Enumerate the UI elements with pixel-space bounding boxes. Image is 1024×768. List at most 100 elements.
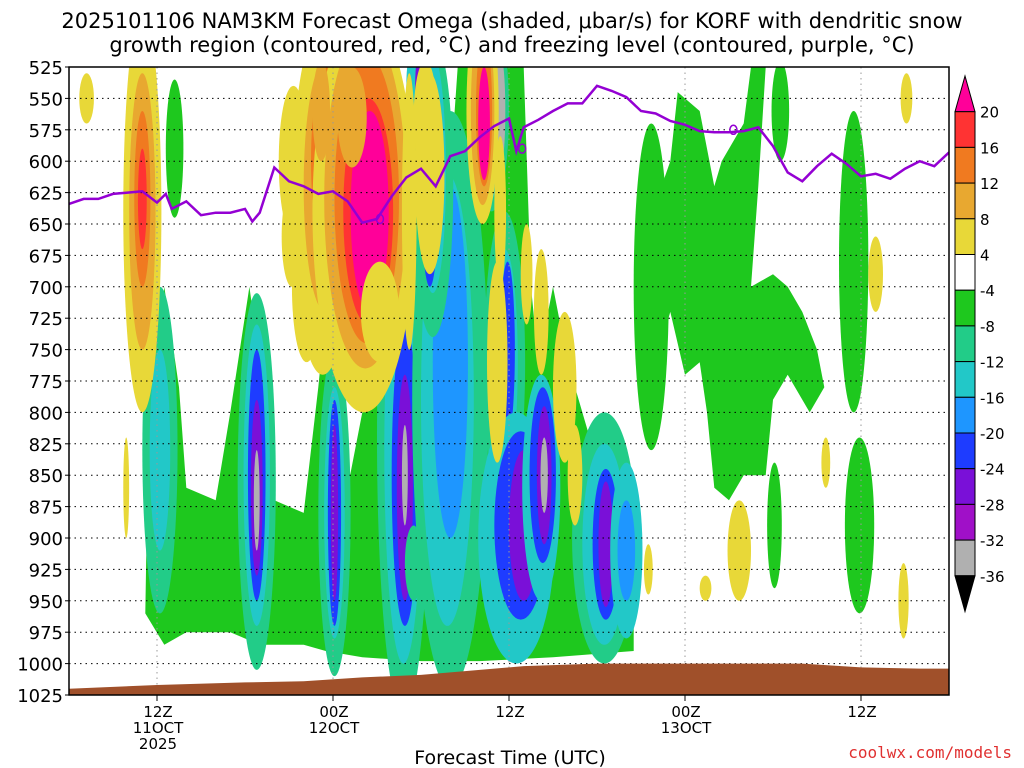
omega-core [598,481,614,608]
omega-positive-core [533,249,549,375]
colorbar-swatch [954,289,976,327]
watermark: coolwx.com/models [848,743,1012,762]
omega-green-streak [839,110,869,413]
colorbar-label: 16 [980,139,999,157]
omega-green-streak [633,123,669,451]
x-tick-label: 00Z [319,703,348,721]
omega-positive-core [520,223,533,325]
chart-title-line2: growth region (contoured, red, °C) and f… [109,33,914,57]
colorbar-label: -32 [980,532,1005,550]
colorbar-swatch [954,111,976,148]
freezing-level-labels [375,124,738,225]
freezing-level-label [517,143,527,154]
y-tick-label: 750 [29,341,63,362]
colorbar-label: -4 [980,282,995,300]
y-tick-label: 1000 [17,655,63,676]
omega-positive-core [727,500,751,601]
omega-field [69,67,949,695]
x-tick-label: 12Z [143,703,172,721]
x-tick-label: 12OCT [309,719,360,737]
y-axis: 525 550 575 600 625 650 675 700 725 750 775 800 825 8… [17,58,69,707]
omega-green-region-east [648,67,825,501]
omega-positive-core [478,67,490,181]
freezing-level-line [69,84,949,225]
colorbar-swatch [954,468,976,505]
x-tick-label: 12Z [495,703,524,721]
y-tick-label: 700 [29,278,63,299]
y-tick-label: 675 [29,246,63,267]
omega-positive-core [415,73,445,275]
colorbar-label: -28 [980,496,1005,514]
y-tick-label: 825 [29,435,63,456]
colorbar-swatch [954,182,976,220]
colorbar-swatch [954,254,976,291]
colorbar-swatch [954,325,976,363]
x-tick-label: 2025 [139,735,177,753]
omega-green-streak [767,462,782,589]
colorbar-label: 12 [980,175,999,193]
omega-core [330,424,339,601]
y-tick-label: 850 [29,466,63,487]
omega-core [617,500,636,601]
colorbar-label: 8 [980,211,990,229]
grid-lines [69,67,949,695]
colorbar-label: -8 [980,318,995,336]
x-tick-label: 00Z [671,703,700,721]
y-tick-label: 950 [29,592,63,613]
y-tick-label: 600 [29,152,63,173]
omega-core [253,450,260,551]
omega-green-streak [165,79,184,218]
omega-positive-core [868,236,884,312]
omega-positive-core [350,110,389,312]
omega-positive-core [123,437,130,538]
colorbar-swatch [954,539,976,577]
freezing-level-label [729,124,738,136]
y-tick-label: 725 [29,309,63,330]
colorbar-top-arrow [954,74,976,113]
y-tick-label: 525 [29,58,63,79]
colorbar-label: -20 [980,425,1005,443]
omega-positive-core [821,437,831,488]
omega-positive-core [494,136,507,287]
omega-positive-core [401,73,417,350]
colorbar-swatch [954,146,976,184]
colorbar-label: -36 [980,568,1005,586]
omega-core [149,349,171,551]
omega-positive-core [337,67,367,168]
y-tick-label: 975 [29,623,63,644]
omega-core [540,437,548,513]
colorbar: 20 16 12 8 4 -4 -8 -12 -16 -20 -24 -28 -32 -36 [954,74,1005,614]
y-tick-label: 875 [29,498,63,519]
colorbar-label: -12 [980,354,1005,372]
omega-green-streak [844,437,875,614]
omega-positive-core [360,261,399,363]
omega-core [404,525,423,601]
y-tick-label: 775 [29,372,63,393]
omega-positive-core [699,575,712,601]
x-tick-label: 12Z [847,703,876,721]
omega-positive-core [312,67,331,162]
y-tick-label: 900 [29,529,63,550]
y-tick-label: 575 [29,121,63,142]
y-tick-label: 650 [29,215,63,236]
y-tick-label: 625 [29,184,63,205]
x-tick-label: 13OCT [661,719,712,737]
colorbar-swatch [954,396,976,434]
x-tick-label: 11OCT [133,719,184,737]
y-tick-label: 925 [29,560,63,581]
colorbar-label: -16 [980,389,1005,407]
colorbar-bottom-arrow [954,575,976,614]
chart-title-line1: 2025101106 NAM3KM Forecast Omega (shaded… [61,9,962,33]
colorbar-swatch [954,361,976,398]
omega-positive-core [487,261,508,463]
x-axis-label: Forecast Time (UTC) [414,747,605,768]
colorbar-label: -24 [980,461,1005,479]
y-tick-label: 1025 [17,686,63,707]
colorbar-label: 4 [980,247,990,265]
omega-positive-core [137,148,147,250]
terrain-fill [69,663,949,695]
y-tick-label: 800 [29,403,63,424]
freezing-level-label [375,213,385,225]
